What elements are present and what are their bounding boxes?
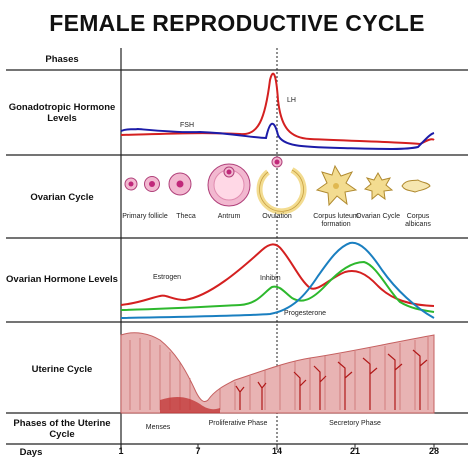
inhibin-curve [120, 260, 435, 313]
ovarian-structures [124, 156, 431, 215]
day-label: 7 [195, 446, 201, 456]
phase-proliferative: Proliferative Phase [208, 420, 268, 427]
row-label-phases: Phases [45, 53, 79, 65]
caption-corpus-albicans: Corpus albicans [405, 213, 431, 228]
progesterone-curve [120, 241, 435, 319]
fsh-label: FSH [180, 122, 194, 129]
row-label-gonadotropic: Gonadotropic Hormone Levels [8, 102, 116, 124]
antrum-small-icon [168, 172, 192, 196]
fsh-curve [120, 122, 435, 150]
theca-icon [144, 176, 160, 192]
ovulation-icon [256, 156, 307, 215]
caption-theca: Theca [176, 213, 196, 220]
progesterone-label: Progesterone [284, 310, 327, 317]
row-label-ovarian-hormone: Ovarian Hormone Levels [6, 273, 118, 285]
caption-primary-follicle: Primary follicle [122, 213, 168, 220]
day-label: 1 [118, 446, 124, 456]
estrogen-label: Estrogen [153, 274, 182, 281]
lh-label: LH [287, 97, 296, 104]
diagram-title: FEMALE REPRODUCTIVE CYCLE [49, 10, 425, 36]
antrum-icon [207, 163, 251, 207]
row-label-uterine: Uterine Cycle [31, 363, 93, 375]
day-label: 14 [271, 446, 282, 456]
corpus-luteum-regressing-icon [363, 171, 394, 201]
day-label: 21 [349, 446, 360, 456]
caption-ovulation: Ovulation [262, 213, 292, 220]
estrogen-curve [120, 243, 435, 307]
phase-menses: Menses [145, 424, 171, 431]
primary-follicle-icon [124, 177, 138, 191]
corpus-luteum-icon [315, 164, 358, 207]
row-dividers [6, 69, 468, 445]
day-label: 28 [428, 446, 439, 456]
row-label-days: Days [19, 446, 43, 458]
row-label-uterine-phases: Phases of the Uterine Cycle [13, 418, 111, 440]
phase-secretory: Secretory Phase [329, 420, 381, 427]
uterine-lining [120, 332, 435, 414]
caption-ovarian-cycle: Ovarian Cycle [356, 213, 400, 220]
inhibin-label: Inhibin [260, 275, 281, 282]
day-ticks [120, 444, 435, 449]
caption-corpus-luteum: Corpus luteum formation [313, 213, 359, 228]
caption-antrum: Antrum [217, 213, 241, 220]
row-label-ovarian-cycle: Ovarian Cycle [30, 191, 94, 203]
corpus-albicans-icon [401, 179, 431, 193]
